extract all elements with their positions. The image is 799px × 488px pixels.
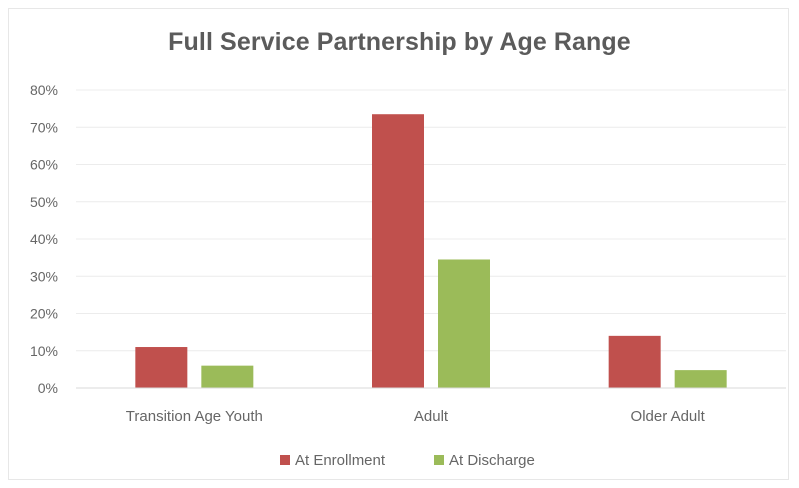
- y-tick-label: 0%: [38, 380, 58, 396]
- legend-swatch: [280, 455, 290, 465]
- bar-at-enrollment: [372, 114, 424, 389]
- gridlines: [76, 89, 786, 352]
- bar-at-discharge: [674, 370, 727, 388]
- y-axis-tick-labels: 0% 10% 20% 30% 40% 50% 60% 70% 80%: [30, 82, 58, 396]
- legend-label: At Enrollment: [295, 452, 386, 469]
- legend: At Enrollment At Discharge: [280, 452, 535, 469]
- y-tick-label: 20%: [30, 306, 58, 322]
- bar-at-discharge: [438, 259, 490, 388]
- bar-at-enrollment: [135, 347, 188, 388]
- x-category-label: Older Adult: [631, 408, 706, 425]
- legend-swatch: [434, 455, 444, 465]
- bars: [135, 114, 727, 389]
- y-tick-label: 60%: [30, 157, 58, 173]
- y-tick-label: 70%: [30, 119, 58, 135]
- x-axis: Transition Age Youth Adult Older Adult: [76, 387, 786, 425]
- bar-at-discharge: [201, 365, 254, 388]
- legend-label: At Discharge: [449, 452, 535, 469]
- y-tick-label: 80%: [30, 82, 58, 98]
- y-tick-label: 40%: [30, 231, 58, 247]
- chart-title: Full Service Partnership by Age Range: [168, 28, 631, 56]
- y-tick-label: 30%: [30, 268, 58, 284]
- x-category-label: Adult: [414, 408, 449, 425]
- x-category-label: Transition Age Youth: [126, 408, 263, 425]
- y-tick-label: 50%: [30, 194, 58, 210]
- y-tick-label: 10%: [30, 343, 58, 359]
- bar-at-enrollment: [608, 335, 661, 388]
